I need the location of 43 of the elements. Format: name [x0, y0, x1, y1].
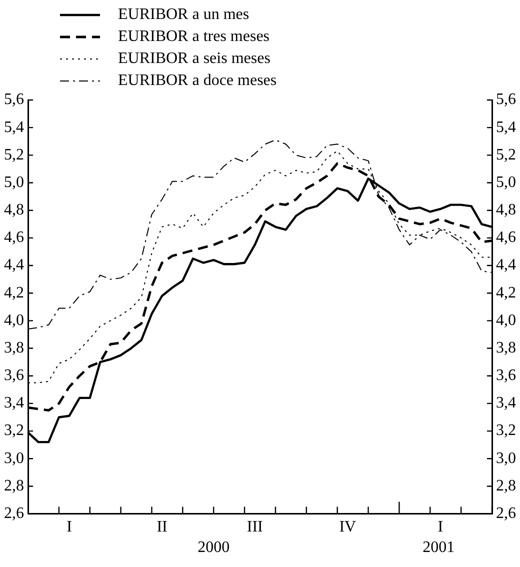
y-tick-label: 4,2 — [4, 284, 24, 302]
legend-label: EURIBOR a tres meses — [118, 27, 270, 47]
y2-tick-label: 4,8 — [496, 202, 516, 219]
x-tick-label: III — [246, 518, 263, 536]
legend-label: EURIBOR a doce meses — [118, 71, 277, 91]
legend-label: EURIBOR a seis meses — [118, 49, 270, 69]
y-tick-label: 4,4 — [4, 256, 24, 274]
x-tick-label: II — [156, 518, 168, 536]
y-tick-label: 2,6 — [4, 505, 24, 522]
y-tick-label: 5,0 — [4, 174, 24, 191]
y2-tick-label: 3,0 — [496, 450, 516, 467]
y-tick-label: 5,6 — [4, 91, 24, 108]
y2-tick-label: 4,2 — [496, 284, 516, 302]
x-tick-label: I — [66, 518, 72, 536]
x-tick-label: IV — [339, 518, 357, 536]
y-tick-label: 5,2 — [4, 146, 24, 164]
y2-tick-label: 5,2 — [496, 146, 516, 164]
y-tick-label: 3,8 — [4, 339, 24, 356]
y2-tick-label: 4,0 — [496, 312, 516, 329]
y-tick-label: 3,2 — [4, 422, 24, 440]
legend-label: EURIBOR a un mes — [118, 5, 250, 25]
y2-tick-label: 5,6 — [496, 91, 516, 108]
text: 2000 — [198, 539, 230, 556]
y2-tick-label: 5,0 — [496, 174, 516, 191]
y2-tick-label: 2,6 — [496, 505, 516, 522]
y-tick-label: 4,0 — [4, 312, 24, 329]
y-tick-label: 5,4 — [4, 118, 24, 136]
y-tick-label: 3,0 — [4, 450, 24, 467]
y2-tick-label: 2,8 — [496, 477, 516, 494]
y2-tick-label: 5,4 — [496, 118, 516, 136]
y2-tick-label: 3,4 — [496, 394, 516, 412]
y2-tick-label: 4,6 — [496, 229, 516, 246]
y-tick-label: 3,4 — [4, 394, 24, 412]
y2-tick-label: 3,2 — [496, 422, 516, 440]
text: 2001 — [422, 539, 455, 556]
y2-tick-label: 3,8 — [496, 339, 516, 356]
y-tick-label: 2,8 — [4, 477, 24, 494]
x-tick-label: I — [438, 518, 444, 536]
y2-tick-label: 3,6 — [496, 367, 516, 384]
y-tick-label: 3,6 — [4, 367, 24, 384]
y-tick-label: 4,8 — [4, 202, 24, 219]
y2-tick-label: 4,4 — [496, 256, 516, 274]
y-tick-label: 4,6 — [4, 229, 24, 246]
